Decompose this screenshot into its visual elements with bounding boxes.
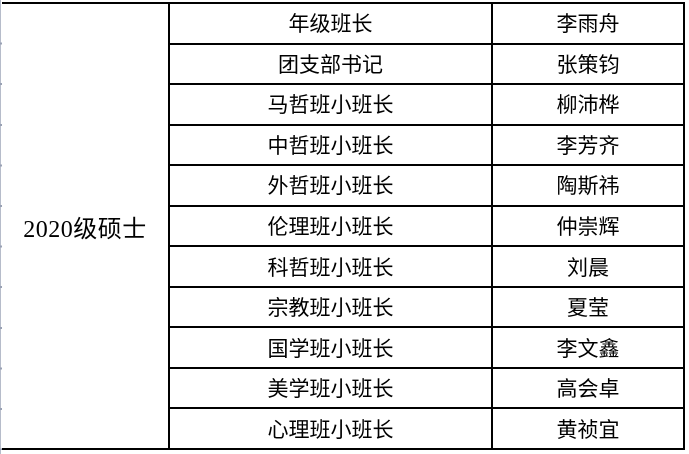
table-row: 年级班长 李雨舟	[170, 4, 683, 45]
name-text: 张策钧	[556, 52, 620, 77]
name-cell: 夏莹	[493, 288, 683, 327]
role-text: 心理班小班长	[267, 417, 394, 442]
name-text: 陶斯祎	[556, 174, 620, 199]
name-cell: 刘晨	[493, 247, 683, 286]
name-cell: 柳沛桦	[493, 85, 683, 124]
table-row: 科哲班小班长 刘晨	[170, 247, 683, 288]
left-gridline-ticks	[0, 4, 3, 450]
class-leaders-table: 2020级硕士 年级班长 李雨舟 团支部书记 张策钧 马哲班小班长 柳沛桦 中哲…	[2, 2, 685, 450]
name-text: 李雨舟	[556, 12, 620, 37]
role-text: 科哲班小班长	[267, 255, 394, 280]
table-row: 美学班小班长 高会卓	[170, 368, 683, 410]
table-row: 外哲班小班长 陶斯祎	[170, 166, 683, 207]
table-row: 马哲班小班长 柳沛桦	[170, 85, 683, 126]
role-cell: 团支部书记	[170, 44, 493, 84]
name-text: 李芳齐	[556, 133, 620, 158]
name-text: 高会卓	[556, 377, 620, 402]
name-text: 李文鑫	[556, 336, 620, 361]
role-text: 年级班长	[288, 12, 373, 37]
role-cell: 外哲班小班长	[170, 166, 493, 205]
table-row: 中哲班小班长 李芳齐	[170, 125, 683, 167]
role-text: 美学班小班长	[267, 377, 394, 402]
table-row: 宗教班小班长 夏莹	[170, 287, 683, 329]
table-row: 伦理班小班长 仲崇辉	[170, 206, 683, 248]
role-cell: 科哲班小班长	[170, 247, 493, 286]
name-cell: 李文鑫	[493, 328, 683, 367]
cohort-merged-cell: 2020级硕士	[2, 4, 170, 448]
role-text: 马哲班小班长	[267, 93, 394, 118]
role-cell: 宗教班小班长	[170, 287, 493, 327]
role-cell: 马哲班小班长	[170, 85, 493, 124]
table-row: 心理班小班长 黄祯宜	[170, 409, 683, 449]
name-cell: 李芳齐	[493, 126, 683, 165]
role-cell: 伦理班小班长	[170, 206, 493, 246]
role-text: 伦理班小班长	[267, 215, 394, 239]
role-cell: 中哲班小班长	[170, 125, 493, 165]
table-row: 团支部书记 张策钧	[170, 44, 683, 86]
name-text: 刘晨	[567, 255, 609, 280]
name-cell: 仲崇辉	[493, 207, 683, 246]
cohort-label: 2020级硕士	[23, 216, 147, 243]
role-text: 中哲班小班长	[267, 133, 394, 158]
name-text: 夏莹	[567, 296, 609, 321]
role-text: 国学班小班长	[267, 336, 394, 361]
name-cell: 李雨舟	[493, 4, 683, 43]
role-text: 宗教班小班长	[267, 296, 394, 321]
table-rows: 年级班长 李雨舟 团支部书记 张策钧 马哲班小班长 柳沛桦 中哲班小班长 李芳齐…	[170, 4, 683, 449]
role-text: 团支部书记	[278, 52, 383, 77]
name-text: 黄祯宜	[556, 417, 620, 442]
name-cell: 高会卓	[493, 369, 683, 408]
table-row: 国学班小班长 李文鑫	[170, 328, 683, 369]
name-cell: 黄祯宜	[493, 409, 683, 448]
name-cell: 陶斯祎	[493, 166, 683, 205]
role-cell: 心理班小班长	[170, 409, 493, 449]
role-cell: 美学班小班长	[170, 368, 493, 408]
name-text: 仲崇辉	[556, 215, 620, 239]
role-text: 外哲班小班长	[267, 174, 394, 199]
role-cell: 年级班长	[170, 4, 493, 43]
role-cell: 国学班小班长	[170, 328, 493, 367]
name-text: 柳沛桦	[556, 93, 620, 118]
name-cell: 张策钧	[493, 45, 683, 84]
